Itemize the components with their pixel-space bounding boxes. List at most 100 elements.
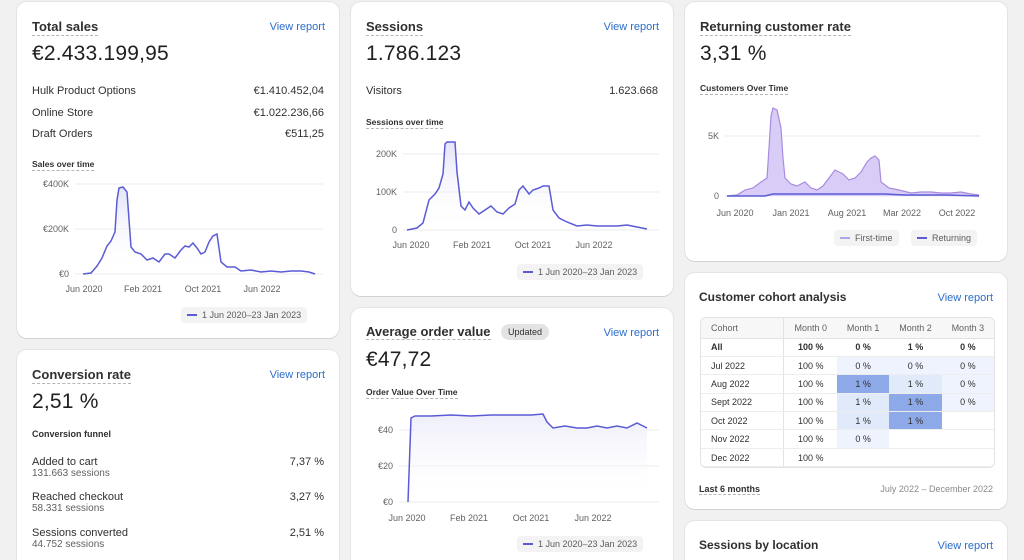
x-tick: Jun 2020 bbox=[65, 284, 102, 294]
row-label: Hulk Product Options bbox=[32, 85, 136, 97]
y-tick: €400K bbox=[43, 179, 69, 189]
cohort-cell bbox=[837, 448, 890, 468]
y-tick: €0 bbox=[383, 497, 393, 507]
x-tick: Oct 2021 bbox=[185, 284, 222, 294]
cohort-cell: 1 % bbox=[837, 374, 890, 394]
returning-customer-title: Returning customer rate bbox=[700, 19, 851, 36]
y-tick: 0 bbox=[714, 191, 719, 201]
column-header: Month 0 bbox=[783, 318, 838, 339]
step-sessions: 44.752 sessions bbox=[32, 539, 105, 550]
cohort-cell: 0 % bbox=[837, 356, 890, 376]
aov-chart-legend[interactable]: 1 Jun 2020–23 Jan 2023 bbox=[517, 536, 644, 552]
legend-label: Returning bbox=[932, 233, 972, 243]
customers-chart-label: Customers Over Time bbox=[700, 83, 789, 95]
y-tick: €0 bbox=[59, 269, 69, 279]
cohort-footer-label[interactable]: Last 6 months bbox=[699, 484, 761, 495]
cohort-header-row: Cohort Month 0 Month 1 Month 2 Month 3 bbox=[701, 318, 994, 339]
y-tick: 100K bbox=[376, 187, 397, 197]
legend-label: First-time bbox=[855, 233, 893, 243]
cohort-footer-range: July 2022 – December 2022 bbox=[880, 484, 993, 494]
legend-swatch bbox=[523, 271, 533, 273]
customer-cohort-card: Customer cohort analysis View report Coh… bbox=[685, 273, 1007, 509]
sessions-card: Sessions View report 1.786.123 Visitors … bbox=[351, 2, 673, 296]
y-tick: 200K bbox=[376, 149, 397, 159]
cohort-cell: 1 % bbox=[889, 411, 942, 431]
x-tick: Jun 2022 bbox=[575, 240, 612, 250]
cohort-row: All 100 % 0 % 1 % 0 % bbox=[701, 338, 994, 357]
cohort-cell: 0 % bbox=[837, 338, 890, 357]
sales-chart-legend[interactable]: 1 Jun 2020–23 Jan 2023 bbox=[181, 307, 308, 323]
cohort-view-report-link[interactable]: View report bbox=[937, 292, 993, 304]
cohort-cell: Jul 2022 bbox=[701, 356, 785, 376]
step-value: 7,37 % bbox=[289, 456, 324, 468]
sessions-by-location-card: Sessions by location View report bbox=[685, 521, 1007, 560]
row-label: Online Store bbox=[32, 107, 94, 119]
x-tick: Oct 2021 bbox=[515, 240, 552, 250]
cohort-row: Dec 2022 100 % bbox=[701, 448, 994, 468]
y-tick: 5K bbox=[708, 131, 719, 141]
y-tick: €200K bbox=[43, 224, 69, 234]
total-sales-value: €2.433.199,95 bbox=[32, 42, 169, 65]
sales-breakdown-row: Online Store €1.022.236,66 bbox=[32, 107, 324, 119]
x-tick: Oct 2021 bbox=[513, 513, 550, 523]
sales-chart-label: Sales over time bbox=[32, 159, 95, 171]
step-value: 3,27 % bbox=[289, 491, 324, 503]
cohort-table: Cohort Month 0 Month 1 Month 2 Month 3 A… bbox=[701, 318, 994, 468]
total-sales-card: Total sales View report €2.433.199,95 Hu… bbox=[17, 2, 339, 338]
order-value-over-time-chart: €40 €20 €0 Jun 2020 Feb 2021 Oct 2021 Ju… bbox=[378, 413, 659, 523]
aov-value: €47,72 bbox=[366, 348, 432, 371]
x-tick: Jun 2022 bbox=[574, 513, 611, 523]
legend-swatch bbox=[187, 314, 197, 316]
step-sessions: 58.331 sessions bbox=[32, 503, 105, 514]
conversion-funnel-label: Conversion funnel bbox=[32, 429, 112, 439]
location-view-report-link[interactable]: View report bbox=[937, 540, 993, 552]
cohort-row: Jul 2022 100 % 0 % 0 % 0 % bbox=[701, 356, 994, 376]
cohort-cell: Sept 2022 bbox=[701, 393, 785, 413]
cohort-cell: Dec 2022 bbox=[701, 448, 785, 468]
aov-view-report-link[interactable]: View report bbox=[603, 327, 659, 339]
conversion-view-report-link[interactable]: View report bbox=[269, 369, 325, 381]
column-header: Month 2 bbox=[889, 318, 942, 339]
cohort-row: Sept 2022 100 % 1 % 1 % 0 % bbox=[701, 393, 994, 413]
location-title: Sessions by location bbox=[699, 538, 819, 552]
cohort-cell: All bbox=[701, 338, 785, 357]
cohort-cell bbox=[889, 429, 942, 449]
returning-customer-value: 3,31 % bbox=[700, 42, 767, 65]
x-tick: Oct 2022 bbox=[939, 208, 976, 218]
y-tick: €40 bbox=[378, 425, 393, 435]
step-label: Sessions converted bbox=[32, 527, 128, 539]
x-tick: Jun 2020 bbox=[716, 208, 753, 218]
returning-legend[interactable]: Returning bbox=[911, 230, 978, 246]
sessions-value: 1.786.123 bbox=[366, 42, 462, 65]
x-tick: Aug 2021 bbox=[828, 208, 867, 218]
cohort-cell: 1 % bbox=[889, 374, 942, 394]
x-tick: Jun 2020 bbox=[388, 513, 425, 523]
row-label: Visitors bbox=[366, 85, 402, 97]
cohort-table-wrap: Cohort Month 0 Month 1 Month 2 Month 3 A… bbox=[700, 317, 995, 469]
cohort-cell: 0 % bbox=[941, 393, 994, 413]
cohort-cell: 100 % bbox=[783, 411, 838, 431]
aov-chart-label: Order Value Over Time bbox=[366, 387, 458, 399]
cohort-cell: Nov 2022 bbox=[701, 429, 785, 449]
sessions-chart-label: Sessions over time bbox=[366, 117, 444, 129]
sales-over-time-chart: €400K €200K €0 Jun 2020 Feb 2021 Oct 202… bbox=[43, 179, 323, 294]
sales-breakdown-row: Hulk Product Options €1.410.452,04 bbox=[32, 85, 324, 97]
sales-breakdown-row: Draft Orders €511,25 bbox=[32, 128, 324, 140]
cohort-cell: 100 % bbox=[783, 356, 838, 376]
legend-swatch bbox=[917, 237, 927, 239]
cohort-cell: 0 % bbox=[889, 356, 942, 376]
legend-label: 1 Jun 2020–23 Jan 2023 bbox=[538, 267, 638, 277]
legend-label: 1 Jun 2020–23 Jan 2023 bbox=[538, 539, 638, 549]
total-sales-view-report-link[interactable]: View report bbox=[269, 21, 325, 33]
sessions-view-report-link[interactable]: View report bbox=[603, 21, 659, 33]
first-time-legend[interactable]: First-time bbox=[834, 230, 899, 246]
sessions-title: Sessions bbox=[366, 19, 424, 36]
row-value: 1.623.668 bbox=[609, 85, 658, 97]
cohort-cell: 0 % bbox=[941, 338, 994, 357]
sessions-chart-legend[interactable]: 1 Jun 2020–23 Jan 2023 bbox=[517, 264, 644, 280]
row-value: €1.410.452,04 bbox=[253, 85, 324, 97]
total-sales-title: Total sales bbox=[32, 19, 99, 36]
row-value: €1.022.236,66 bbox=[253, 107, 324, 119]
cohort-cell bbox=[941, 429, 994, 449]
funnel-step: Sessions converted 44.752 sessions 2,51 % bbox=[32, 527, 324, 550]
